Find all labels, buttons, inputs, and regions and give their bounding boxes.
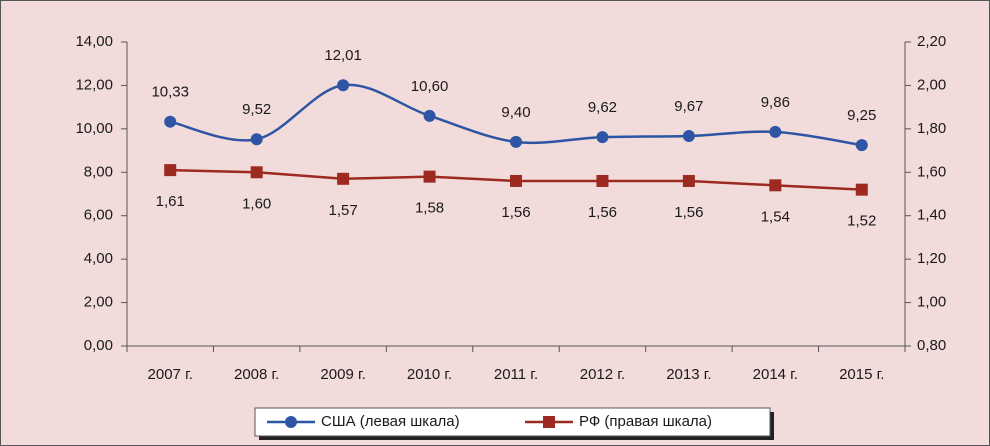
data-label: 9,25 (847, 107, 876, 124)
y-tick-label: 0,00 (84, 337, 113, 354)
legend-label: США (левая шкала) (321, 413, 460, 430)
data-label: 12,01 (324, 47, 362, 64)
legend-marker (285, 416, 297, 428)
marker (337, 172, 350, 185)
marker (510, 135, 522, 148)
y-tick-label: 12,00 (75, 76, 113, 93)
y2-tick-label: 1,60 (917, 163, 946, 180)
data-label: 1,56 (501, 204, 530, 221)
marker (855, 183, 868, 196)
data-label: 1,56 (588, 204, 617, 221)
x-tick-label: 2010 г. (407, 366, 452, 383)
y2-tick-label: 1,20 (917, 250, 946, 267)
data-label: 9,52 (242, 101, 271, 118)
x-tick-label: 2009 г. (320, 366, 365, 383)
marker (164, 164, 177, 177)
y-tick-label: 14,00 (75, 33, 113, 50)
x-tick-label: 2012 г. (580, 366, 625, 383)
marker (164, 115, 177, 128)
x-tick-label: 2007 г. (148, 366, 193, 383)
y2-tick-label: 1,40 (917, 207, 946, 224)
y2-tick-label: 2,00 (917, 76, 946, 93)
y-tick-label: 6,00 (84, 207, 113, 224)
legend (254, 407, 771, 437)
marker (682, 130, 695, 143)
y2-tick-label: 0,80 (917, 337, 946, 354)
y-tick-label: 8,00 (84, 163, 113, 180)
x-tick-label: 2008 г. (234, 366, 279, 383)
data-label: 1,57 (329, 202, 358, 219)
y2-tick-label: 1,00 (917, 294, 946, 311)
data-label: 1,58 (415, 200, 444, 217)
marker (423, 109, 436, 122)
y-tick-label: 2,00 (84, 294, 113, 311)
data-label: 1,56 (674, 204, 703, 221)
marker (337, 79, 350, 92)
data-label: 1,52 (847, 213, 876, 230)
x-tick-label: 2013 г. (666, 366, 711, 383)
x-tick-label: 2014 г. (753, 366, 798, 383)
y2-tick-label: 1,80 (917, 120, 946, 137)
marker (423, 170, 436, 183)
marker (855, 139, 868, 152)
data-label: 1,60 (242, 195, 271, 212)
x-tick-label: 2015 г. (839, 366, 884, 383)
legend-label: РФ (правая шкала) (579, 413, 712, 430)
y-tick-label: 10,00 (75, 120, 113, 137)
y-tick-label: 4,00 (84, 250, 113, 267)
marker (769, 179, 782, 192)
marker (250, 133, 263, 146)
marker (596, 174, 609, 187)
data-label: 10,33 (151, 84, 189, 101)
data-label: 10,60 (411, 78, 449, 95)
marker (769, 125, 782, 138)
data-label: 9,62 (588, 99, 617, 116)
marker (250, 166, 263, 179)
x-tick-label: 2011 г. (494, 366, 538, 383)
marker (596, 131, 609, 144)
data-label: 9,67 (674, 98, 703, 115)
marker (510, 174, 522, 187)
legend-marker (543, 416, 555, 428)
data-label: 9,86 (761, 94, 790, 111)
y2-tick-label: 2,20 (917, 33, 946, 50)
marker (682, 174, 695, 187)
data-label: 9,40 (501, 104, 530, 121)
data-label: 1,54 (761, 208, 790, 225)
data-label: 1,61 (156, 193, 185, 210)
